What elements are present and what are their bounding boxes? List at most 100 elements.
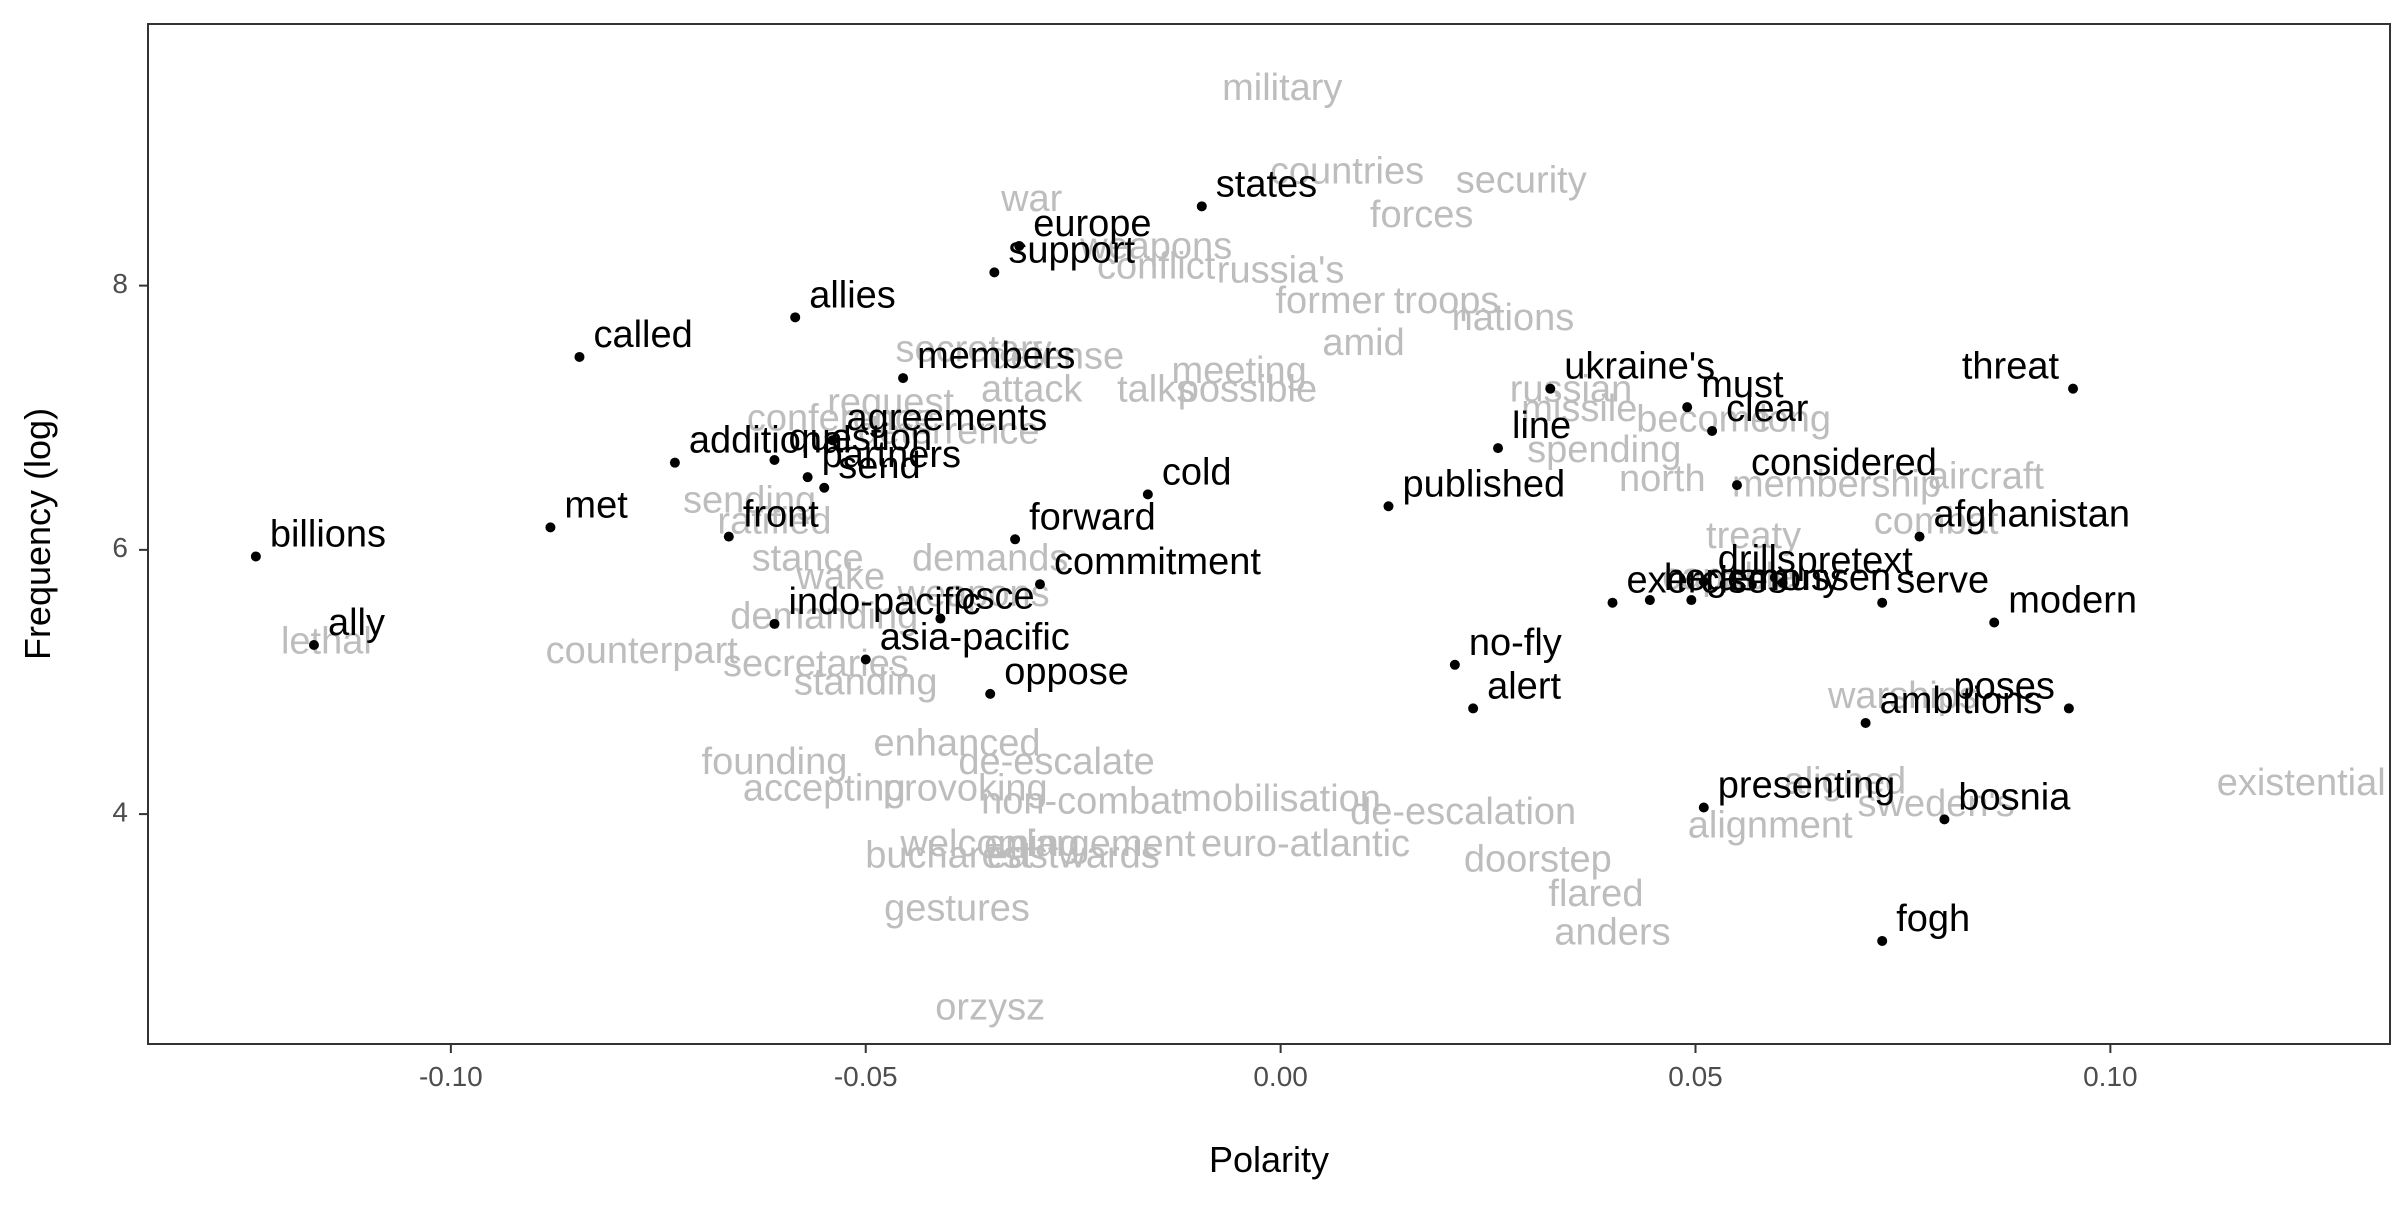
x-tick-label: -0.05 <box>834 1061 898 1092</box>
highlighted-word: hegemony <box>1644 557 1841 606</box>
background-word-label: forces <box>1370 194 1473 236</box>
highlighted-word: partners <box>802 434 961 483</box>
background-word-label: welcoming <box>899 823 1080 865</box>
background-word-label: founding <box>702 741 848 783</box>
word-label: commitment <box>1054 541 1261 583</box>
highlighted-word: oppose <box>985 651 1129 699</box>
background-word-label: eastwards <box>987 835 1160 877</box>
y-tick-label: 8 <box>112 268 128 299</box>
highlighted-word: line <box>1493 405 1571 454</box>
highlighted-word: met <box>545 484 628 533</box>
highlighted-word: poses <box>1953 665 2074 714</box>
highlighted-word: forward <box>1010 496 1156 545</box>
background-word-label: north <box>1619 458 1706 500</box>
data-point <box>860 654 871 665</box>
data-point <box>2063 703 2074 714</box>
word-label: indo-pacific <box>788 581 980 623</box>
word-label: exercises <box>1627 560 1788 602</box>
word-label: alert <box>1487 665 1561 707</box>
highlighted-word: threat <box>1962 346 2079 394</box>
highlighted-word: rasmussen <box>1686 557 1891 606</box>
data-point <box>1777 577 1788 588</box>
background-word-label: russia's <box>1217 249 1345 291</box>
background-word-label: non-combat <box>981 781 1182 823</box>
highlighted-word: ambitions <box>1860 680 2043 728</box>
word-label: agreements <box>847 397 1048 439</box>
data-point <box>935 613 946 624</box>
data-point <box>1607 597 1618 608</box>
word-label: europe <box>1033 203 1151 245</box>
highlighted-word: osce <box>935 576 1035 624</box>
word-label: drills <box>1718 539 1796 581</box>
data-point <box>1142 489 1153 500</box>
highlighted-word: alert <box>1468 665 1561 714</box>
background-word-label: treaty <box>1706 515 1801 557</box>
data-point <box>2068 383 2079 394</box>
background-word-label: security <box>1456 160 1587 202</box>
x-tick-label: 0.10 <box>2083 1061 2138 1092</box>
background-word-label: enhanced <box>874 722 1041 764</box>
word-label: no-fly <box>1469 622 1562 664</box>
data-point <box>1877 935 1888 946</box>
data-point <box>1014 240 1025 251</box>
axes: -0.10 -0.05 0.00 0.05 0.10 4 6 8 <box>112 268 2137 1092</box>
background-word-label: demanding <box>730 596 918 638</box>
word-label: cold <box>1162 451 1232 493</box>
data-point <box>1877 597 1888 608</box>
word-label: hegemony <box>1664 557 1841 599</box>
background-word-label: deterrence <box>858 411 1040 453</box>
background-word-label: flared <box>1548 873 1643 915</box>
highlighted-word: states <box>1196 163 1317 212</box>
y-tick-label: 6 <box>112 532 128 563</box>
background-word-label: provoking <box>883 767 1048 809</box>
background-word-label: defense <box>989 335 1124 377</box>
word-label: additional <box>689 420 852 462</box>
y-tick-label: 4 <box>112 796 128 827</box>
data-point <box>769 455 780 466</box>
word-label: billions <box>270 513 386 555</box>
data-point <box>1682 402 1693 413</box>
background-word-label: existential <box>2217 762 2386 804</box>
highlighted-word: clear <box>1707 388 1809 436</box>
background-word-label: gestures <box>884 888 1030 930</box>
highlighted-word: considered <box>1731 442 1937 491</box>
background-word-label: aligned <box>1784 761 1907 803</box>
word-label: states <box>1216 163 1317 205</box>
highlighted-word: pretext <box>1777 540 1914 588</box>
highlighted-word: published <box>1383 463 1565 512</box>
highlighted-word: serve <box>1877 560 1989 608</box>
data-point <box>1468 703 1479 714</box>
word-label: question <box>788 417 932 459</box>
background-word-label: wake <box>795 556 885 598</box>
background-word-label: standing <box>794 662 938 704</box>
background-word-label: weapons <box>1079 226 1232 268</box>
data-point <box>1545 383 1556 394</box>
background-word-label: secretary <box>895 329 1051 371</box>
data-point <box>1939 814 1950 825</box>
background-word-label: capable <box>1662 556 1795 598</box>
x-tick-label: -0.10 <box>419 1061 483 1092</box>
data-point <box>1698 576 1709 587</box>
word-label: afghanistan <box>1934 494 2130 536</box>
highlighted-word: asia-pacific <box>860 617 1070 665</box>
data-point <box>1860 717 1871 728</box>
word-label: ambitions <box>1880 680 2043 722</box>
background-word-label: de-escalate <box>958 741 1154 783</box>
x-tick-label: 0.05 <box>1668 1061 1723 1092</box>
word-label: modern <box>2008 580 2137 622</box>
highlighted-word: agreements <box>827 397 1048 446</box>
word-label: allies <box>809 274 896 316</box>
highlighted-word: front <box>723 494 819 542</box>
word-label: pretext <box>1797 540 1914 582</box>
x-tick-label: 0.00 <box>1253 1061 1308 1092</box>
background-word-label: warships <box>1827 675 1978 717</box>
background-word-label: talks <box>1117 368 1195 410</box>
highlighted-word: indo-pacific <box>769 581 981 629</box>
highlighted-word: presenting <box>1698 765 1895 813</box>
data-point <box>308 639 319 650</box>
word-label: considered <box>1751 442 1937 484</box>
highlighted-word: exercises <box>1607 560 1788 608</box>
highlighted-word: called <box>574 314 693 362</box>
data-point <box>1707 425 1718 436</box>
background-word-label: become <box>1636 399 1771 441</box>
